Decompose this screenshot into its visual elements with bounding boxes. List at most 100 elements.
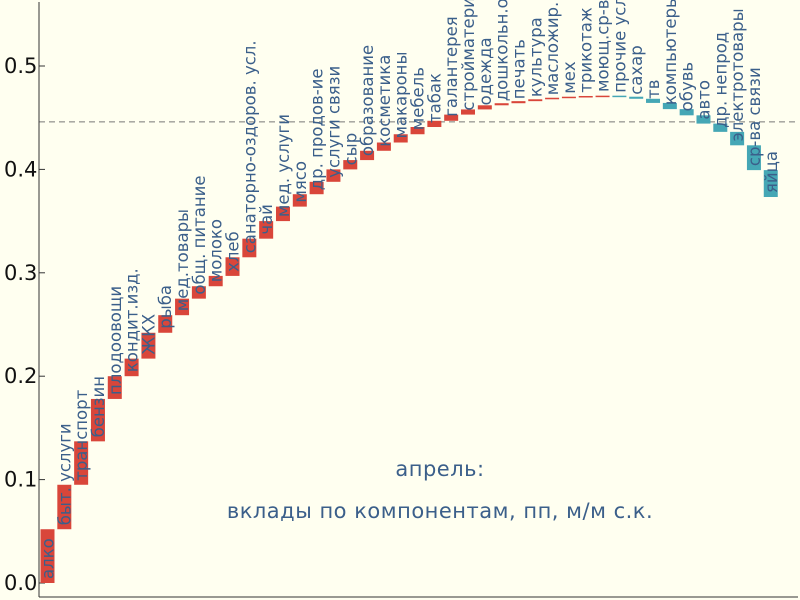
category-label: одежда: [476, 37, 495, 105]
waterfall-bar: [259, 221, 274, 239]
category-label: авто: [694, 80, 713, 120]
waterfall-bar: [545, 97, 560, 100]
category-label: чай: [257, 204, 276, 235]
category-label: быт. услуги: [55, 423, 74, 525]
category-label: бензин: [89, 376, 108, 437]
waterfall-bar: [595, 95, 610, 98]
y-axis-ticks: 0.0 0.1 0.2 0.3 0.4 0.5: [4, 54, 45, 595]
chart-title: апрель:: [395, 457, 484, 481]
waterfall-bar: [477, 105, 492, 110]
category-label: ср-ва связи: [745, 67, 764, 166]
category-label: др. продов-ие: [308, 68, 327, 190]
waterfall-bar: [309, 181, 324, 195]
waterfall-bar: [90, 398, 105, 442]
category-label: яйца: [762, 151, 781, 193]
waterfall-bar: [763, 170, 778, 198]
axes-group: [38, 2, 798, 598]
waterfall-bar: [141, 332, 156, 359]
waterfall-bar: [679, 109, 694, 116]
waterfall-bar: [528, 99, 543, 102]
y-tick-label: 0.3: [4, 261, 37, 285]
category-labels-group: алко быт. услугитранспортбензинплодоовощи…: [39, 0, 781, 579]
category-label: образование: [358, 45, 377, 156]
category-label: общ. питание: [190, 175, 209, 294]
category-label: сахар: [627, 45, 646, 95]
y-tick-label: 0.4: [4, 157, 37, 181]
y-tick-label: 0.0: [4, 571, 37, 595]
category-label: др. непрод: [711, 32, 730, 128]
category-label: алко: [39, 538, 58, 579]
waterfall-bar: [242, 238, 257, 258]
waterfall-bar: [343, 160, 358, 170]
category-label: прочие услуги: [610, 0, 629, 93]
waterfall-bar: [746, 145, 761, 171]
category-label: культура: [526, 17, 545, 97]
waterfall-bar: [74, 441, 89, 485]
category-label: рыба: [156, 285, 175, 329]
chart-subtitle: вклады по компонентам, пп, м/м с.к.: [227, 499, 653, 523]
waterfall-bar: [191, 286, 206, 299]
category-label: тв: [644, 80, 663, 99]
category-label: трикотаж: [577, 7, 596, 93]
waterfall-bar: [275, 206, 290, 222]
waterfall-bar: [461, 109, 475, 115]
category-label: мебель: [409, 67, 428, 130]
category-label: мех: [560, 61, 579, 94]
category-label: печать: [509, 39, 528, 99]
category-label: сыр: [341, 133, 360, 166]
waterfall-bar: [393, 134, 408, 143]
category-label: стройматериалы: [459, 0, 478, 111]
waterfall-bar: [124, 358, 139, 377]
waterfall-bar: [561, 96, 576, 99]
category-label: макароны: [392, 51, 411, 138]
bars-group: [40, 95, 778, 583]
category-label: галантерея: [442, 16, 461, 117]
category-label: санаторно-оздоров. усл.: [240, 40, 259, 253]
waterfall-bar: [427, 120, 442, 128]
waterfall-bar: [730, 131, 745, 146]
category-label: обувь: [678, 62, 697, 111]
category-label: кондит.изд.: [123, 268, 142, 372]
y-tick-label: 0.5: [4, 54, 37, 78]
waterfall-bar: [662, 102, 677, 110]
waterfall-bar: [225, 257, 240, 276]
waterfall-bar: [713, 123, 728, 132]
waterfall-bar: [629, 96, 644, 99]
waterfall-bar: [158, 315, 173, 333]
waterfall-bar: [612, 95, 627, 98]
category-label: услуги связи: [324, 66, 343, 178]
waterfall-bar: [40, 529, 55, 583]
category-label: компьютеры: [661, 0, 680, 105]
waterfall-bar: [175, 298, 190, 316]
category-label: мясо: [291, 161, 310, 203]
category-label: моющ.ср-ва: [594, 0, 613, 92]
category-label: молоко: [207, 219, 226, 282]
waterfall-bar: [444, 114, 459, 121]
category-label: масложир.: [543, 2, 562, 96]
category-label: транспорт: [72, 389, 91, 480]
category-label: табак: [425, 73, 444, 123]
waterfall-bar: [360, 150, 375, 161]
waterfall-bar: [494, 103, 509, 106]
waterfall-bar: [292, 194, 307, 207]
waterfall-bar: [696, 115, 711, 124]
waterfall-bar: [326, 169, 341, 182]
waterfall-bar: [511, 101, 526, 104]
category-label: электротовары: [728, 8, 747, 141]
waterfall-bar: [376, 142, 391, 151]
waterfall-bar: [57, 484, 72, 530]
category-label: косметика: [375, 55, 394, 147]
category-label: дошкольн.обр: [493, 0, 512, 101]
category-label: хлеб: [224, 231, 243, 272]
category-label: мед.товары: [173, 209, 192, 311]
waterfall-bar: [410, 127, 425, 135]
waterfall-bar: [107, 376, 122, 399]
waterfall-bar: [646, 98, 661, 103]
waterfall-bar: [208, 275, 223, 287]
y-tick-label: 0.2: [4, 364, 37, 388]
category-label: ЖКХ: [139, 314, 158, 355]
category-label: плодоовощи: [106, 286, 125, 395]
waterfall-bar: [578, 95, 593, 98]
y-tick-label: 0.1: [4, 468, 37, 492]
